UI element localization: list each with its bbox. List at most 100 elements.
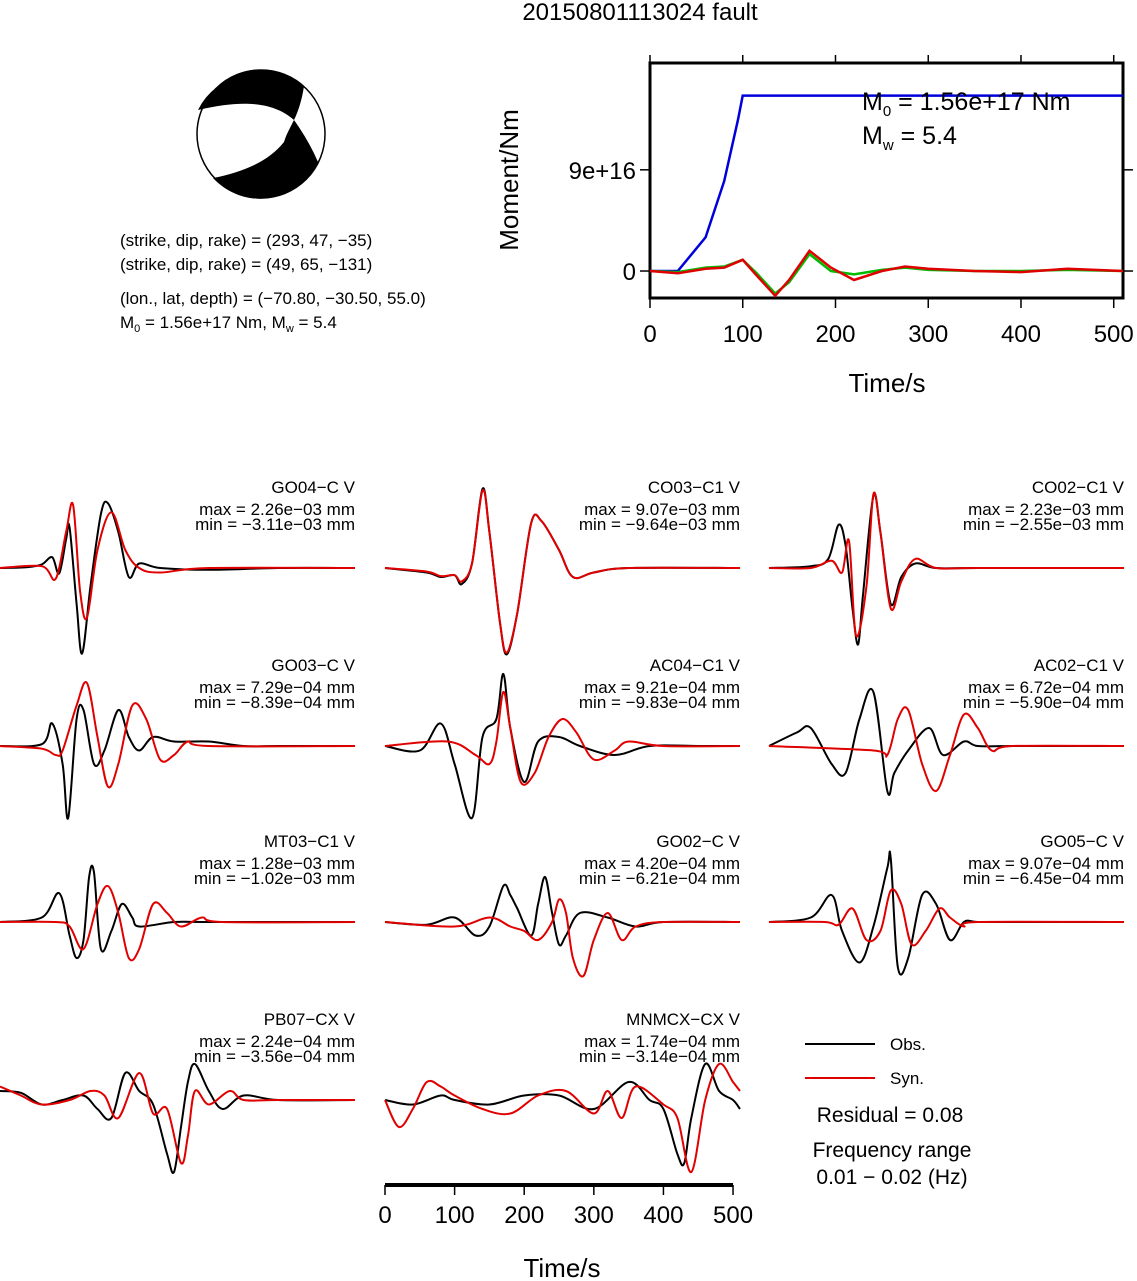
waveform-x-tick-label: 300 bbox=[574, 1202, 614, 1229]
station-label: GO03−C V bbox=[271, 656, 355, 675]
moment-x-tick-label: 400 bbox=[1001, 321, 1041, 348]
waveform-x-tick-label: 400 bbox=[643, 1202, 683, 1229]
legend-syn-label: Syn. bbox=[890, 1069, 924, 1088]
moment-series bbox=[649, 94, 1124, 298]
station-max: max = 4.20e−04 mm bbox=[584, 854, 740, 873]
waveform-time-axis: 0 100 200 300 400 500 bbox=[378, 1183, 753, 1229]
observed-waveform bbox=[0, 703, 355, 820]
moment-x-tick-label: 300 bbox=[908, 321, 948, 348]
moment-x-tick-label: 100 bbox=[723, 321, 763, 348]
synthetic-waveform bbox=[768, 706, 1125, 792]
observed-waveform bbox=[384, 1062, 741, 1167]
station-min: min = −3.14e−04 mm bbox=[579, 1047, 740, 1066]
station-max: max = 2.24e−04 mm bbox=[199, 1032, 355, 1051]
moment-series-line-2 bbox=[649, 249, 1124, 298]
station-max: max = 6.72e−04 mm bbox=[968, 678, 1124, 697]
station-min: min = −6.21e−04 mm bbox=[579, 869, 740, 888]
station-max: max = 2.23e−03 mm bbox=[968, 500, 1124, 519]
moment-plot-frame bbox=[648, 61, 1125, 300]
legend-obs-label: Obs. bbox=[890, 1035, 926, 1054]
observed-waveform bbox=[0, 1062, 356, 1174]
moment-series-line-0 bbox=[650, 94, 1123, 273]
station-label: GO05−C V bbox=[1040, 832, 1124, 851]
synthetic-waveform bbox=[0, 501, 356, 621]
waveform-x-tick-label: 100 bbox=[435, 1202, 475, 1229]
beachball bbox=[196, 69, 326, 199]
station-min: min = −9.64e−03 mm bbox=[579, 515, 740, 534]
waveform-x-tick-label: 500 bbox=[713, 1202, 753, 1229]
station-min: min = −6.45e−04 mm bbox=[963, 869, 1124, 888]
moment-y-tick-label: 9e+16 bbox=[569, 158, 636, 185]
synthetic-waveform bbox=[768, 888, 1125, 947]
observed-waveform bbox=[384, 875, 741, 947]
synthetic-waveform bbox=[384, 898, 741, 978]
station-max: max = 7.29e−04 mm bbox=[199, 678, 355, 697]
moment-y-tick-label: 0 bbox=[623, 259, 636, 286]
station-min: min = −3.11e−03 mm bbox=[195, 515, 355, 534]
station-min: min = −1.02e−03 mm bbox=[194, 869, 355, 888]
frequency-range-value: 0.01 − 0.02 (Hz) bbox=[816, 1166, 967, 1189]
synthetic-waveform bbox=[0, 884, 356, 962]
moment-x-tick-label: 200 bbox=[815, 321, 855, 348]
station-min: min = −5.90e−04 mm bbox=[963, 693, 1124, 712]
observed-waveform bbox=[768, 850, 1124, 976]
station-min: min = −8.39e−04 mm bbox=[194, 693, 355, 712]
observed-waveform bbox=[0, 500, 356, 655]
synthetic-waveform bbox=[0, 1071, 355, 1165]
synthetic-waveform bbox=[0, 681, 356, 789]
moment-m0-annotation: M0 = 1.56e+17 Nm bbox=[862, 88, 1070, 120]
moment-y-axis-label: Moment/Nm bbox=[494, 109, 524, 251]
station-max: max = 9.07e−03 mm bbox=[584, 500, 740, 519]
station-min: min = −2.55e−03 mm bbox=[963, 515, 1124, 534]
station-label: PB07−CX V bbox=[264, 1010, 356, 1029]
moment-axes: 0 100 200 300 400 500 0 9e+16 bbox=[569, 55, 1134, 348]
beachball-compressional-quadrant-north bbox=[198, 69, 304, 120]
mechanism-info: (strike, dip, rake) = (293, 47, −35) (st… bbox=[120, 231, 426, 335]
figure-title: 20150801113024 fault bbox=[522, 0, 758, 26]
moment-x-tick-label: 500 bbox=[1094, 321, 1134, 348]
station-min: min = −3.56e−04 mm bbox=[194, 1047, 355, 1066]
moment-x-tick-label: 0 bbox=[643, 321, 656, 348]
mechanism-line-4: M0 = 1.56e+17 Nm, Mw = 5.4 bbox=[120, 313, 337, 335]
moment-mw-annotation: Mw = 5.4 bbox=[862, 122, 957, 154]
waveform-x-axis-label: Time/s bbox=[523, 1253, 600, 1281]
station-max: max = 1.28e−03 mm bbox=[199, 854, 355, 873]
station-label: CO02−C1 V bbox=[1032, 478, 1125, 497]
station-max: max = 9.21e−04 mm bbox=[584, 678, 740, 697]
moment-series-line-1 bbox=[649, 252, 1124, 296]
station-label: GO02−C V bbox=[656, 832, 740, 851]
station-label: CO03−C1 V bbox=[648, 478, 741, 497]
mechanism-line-3: (lon., lat, depth) = (−70.80, −30.50, 55… bbox=[120, 289, 426, 308]
station-min: min = −9.83e−04 mm bbox=[579, 693, 740, 712]
mechanism-line-2: (strike, dip, rake) = (49, 65, −131) bbox=[120, 255, 372, 274]
beachball-compressional-quadrant-south bbox=[213, 120, 318, 199]
station-label: AC02−C1 V bbox=[1034, 656, 1125, 675]
synthetic-waveform bbox=[768, 491, 1124, 638]
station-label: AC04−C1 V bbox=[650, 656, 741, 675]
station-label: GO04−C V bbox=[271, 478, 355, 497]
waveform-x-tick-label: 0 bbox=[378, 1202, 391, 1229]
moment-x-axis-label: Time/s bbox=[848, 368, 925, 398]
station-label: MNMCX−CX V bbox=[626, 1010, 740, 1029]
waveform-x-tick-label: 200 bbox=[504, 1202, 544, 1229]
synthetic-waveform bbox=[384, 690, 741, 786]
synthetic-waveform bbox=[384, 488, 741, 654]
station-max: max = 9.07e−04 mm bbox=[968, 854, 1124, 873]
legend: Obs. Syn. bbox=[805, 1035, 926, 1088]
station-label: MT03−C1 V bbox=[264, 832, 356, 851]
frequency-range-title: Frequency range bbox=[813, 1139, 972, 1162]
